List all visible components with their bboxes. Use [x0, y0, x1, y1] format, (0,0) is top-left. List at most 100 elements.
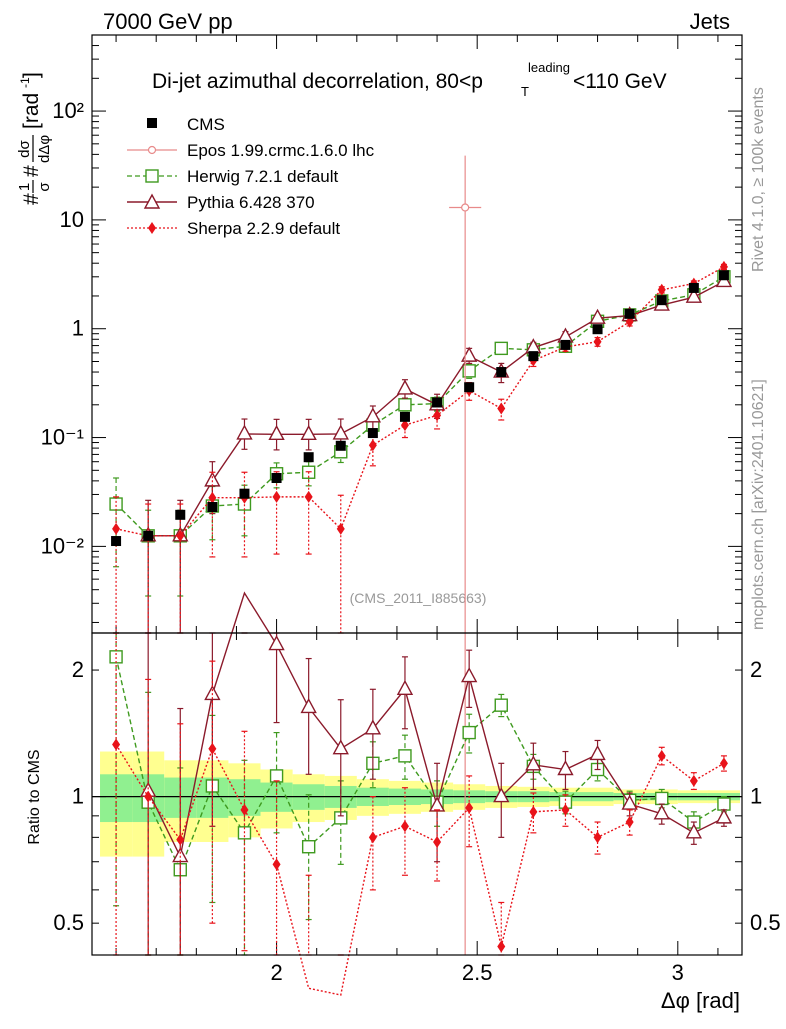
main-cms-point — [303, 452, 314, 463]
ratio-sherpa-point — [368, 831, 377, 844]
main-cms-point — [399, 411, 410, 422]
main-sherpa-point — [497, 402, 506, 415]
ratio-herwig-point — [398, 749, 412, 763]
ratio-plot-frame — [91, 632, 743, 956]
main-herwig-point — [398, 398, 412, 412]
ylabel-hash1: # — [20, 193, 43, 205]
title-main: Di-jet azimuthal decorrelation, 80<p — [152, 70, 483, 93]
ratio-pythia-point — [300, 697, 317, 714]
main-sherpa-point — [112, 522, 121, 535]
ratio-pythia-point — [493, 787, 510, 803]
ratio-herwig-point — [301, 840, 316, 854]
main-cms-point — [111, 536, 122, 547]
main-cms-point — [560, 339, 571, 350]
header-right: Jets — [690, 9, 730, 34]
main-ytick-label: 10² — [52, 98, 84, 123]
ratio-sherpa-point — [272, 858, 281, 871]
main-cms-point — [656, 295, 667, 306]
ratio-herwig-point — [655, 791, 669, 806]
main-sherpa-point — [336, 522, 345, 535]
main-sherpa-line — [115, 266, 725, 537]
ratio-ytick-label: 2 — [72, 657, 84, 682]
main-cms-point — [239, 488, 250, 499]
ratio-sherpa-point — [176, 833, 185, 846]
main-pythia-point — [460, 346, 478, 362]
main-cms-point — [496, 367, 507, 378]
ratio-herwig-point — [494, 698, 508, 712]
main-cms-point — [528, 351, 539, 362]
ratio-sherpa-point — [719, 757, 728, 770]
ratio-pythia-point — [653, 804, 670, 820]
main-ytick-label: 10 — [60, 207, 84, 232]
main-pythia-point — [589, 308, 606, 324]
main-cms-point — [592, 324, 603, 335]
ratio-sherpa-point — [625, 816, 634, 829]
ratio-pythia-point — [715, 808, 733, 824]
ratio-pythia-point — [525, 755, 542, 771]
ratio-sherpa-point — [657, 749, 666, 762]
main-pythia-point — [268, 424, 285, 441]
ratio-sherpa-point — [400, 820, 409, 833]
ratio-herwig-point — [717, 797, 731, 811]
ylabel-den2: dΔφ — [36, 135, 53, 163]
ratio-sherpa-point — [689, 774, 698, 787]
legend-sherpa-label: Sherpa 2.2.9 default — [187, 219, 340, 238]
main-ytick-label: 1 — [72, 316, 84, 341]
ylabel-hash2: # — [20, 165, 43, 177]
main-sherpa-point — [304, 490, 313, 503]
title-end: <110 GeV — [573, 70, 667, 93]
main-cms-point — [175, 509, 186, 520]
main-y-axis-label: # 1 σ # dσ dΔφ [rad -1 ] — [16, 72, 53, 205]
ratio-pythia-point — [204, 684, 221, 701]
ratio-sherpa-line — [115, 744, 725, 996]
main-cms-point — [207, 502, 218, 513]
main-sherpa-point — [368, 439, 377, 452]
ratio-pythia-point — [685, 823, 703, 839]
ratio-ytick-label-right: 2 — [750, 657, 762, 682]
ylabel-unit-sup: -1 — [18, 77, 32, 88]
ratio-sherpa-point — [561, 803, 570, 816]
main-cms-point — [624, 308, 635, 319]
main-sherpa-point — [593, 335, 602, 348]
title-sup: leading — [528, 60, 570, 75]
main-herwig-point — [494, 341, 508, 356]
ratio-pythia-point — [460, 667, 478, 683]
legend-sherpa-marker — [148, 222, 156, 234]
main-cms-point — [271, 472, 282, 483]
main-cms-point — [464, 382, 475, 393]
legend-epos-label: Epos 1.99.crmc.1.6.0 lhc — [187, 141, 375, 160]
ratio-pythia-point — [268, 635, 285, 651]
ratio-pythia-point — [332, 739, 349, 755]
ylabel-unit: [rad — [20, 93, 43, 129]
main-pythia-point — [332, 424, 349, 440]
ylabel-unit-end: ] — [20, 72, 43, 78]
ratio-ytick-label-right: 0.5 — [750, 910, 781, 935]
ratio-sherpa-point — [529, 805, 538, 818]
ratio-sherpa-point — [240, 803, 249, 816]
main-herwig-point — [109, 497, 123, 511]
main-sherpa-point — [176, 529, 185, 542]
main-pythia-point — [364, 407, 382, 423]
ratio-xtick-label: 2 — [270, 960, 282, 985]
main-sherpa-point — [657, 283, 666, 296]
main-cms-point — [143, 530, 154, 541]
main-pythia-point — [300, 424, 317, 441]
main-pythia-point — [396, 379, 414, 395]
ratio-pythia-point — [621, 794, 638, 810]
legend-epos-marker — [147, 145, 157, 155]
legend-cms-label: CMS — [187, 115, 225, 134]
rivet-label: Rivet 4.1.0, ≥ 100k events — [750, 87, 767, 272]
ratio-ytick-label: 1 — [72, 784, 84, 809]
main-ytick-label: 10⁻² — [41, 533, 84, 558]
main-cms-point — [335, 440, 346, 451]
ratio-xtick-label: 3 — [672, 960, 684, 985]
ratio-sherpa-point — [112, 738, 121, 751]
mcplots-label: mcplots.cern.ch [arXiv:2401.10621] — [750, 379, 767, 630]
ratio-y-axis-label: Ratio to CMS — [26, 749, 43, 844]
legend-herwig-marker — [145, 169, 159, 183]
ratio-pythia-point — [589, 744, 606, 761]
main-ytick-label: 10⁻¹ — [41, 425, 84, 450]
ratio-sherpa-point — [433, 835, 442, 848]
legend-pythia-marker — [143, 193, 161, 209]
